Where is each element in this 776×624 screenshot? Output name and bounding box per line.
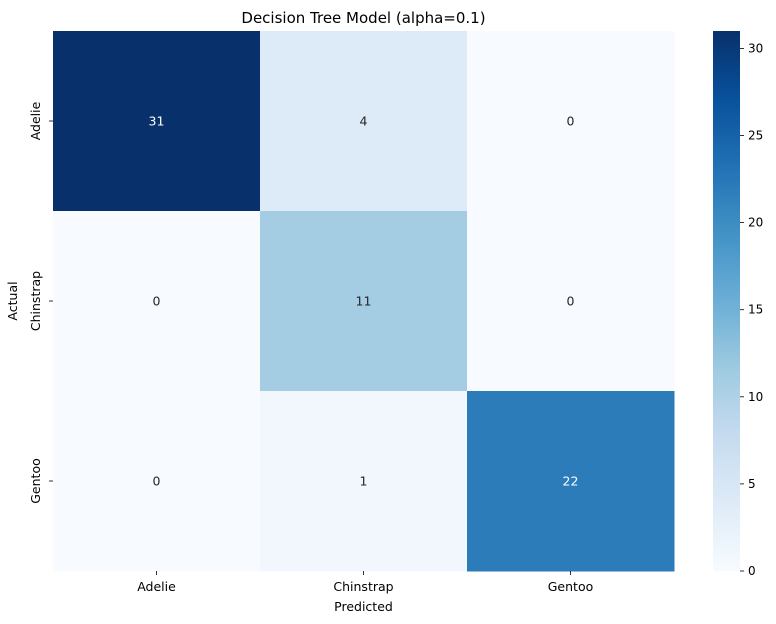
y-axis-label: Actual bbox=[5, 281, 20, 320]
y-tick-label: Chinstrap bbox=[28, 271, 43, 331]
colorbar-tick-label: 10 bbox=[748, 390, 763, 404]
chart-title: Decision Tree Model (alpha=0.1) bbox=[241, 9, 485, 27]
x-tick-label: Gentoo bbox=[548, 579, 594, 594]
colorbar-tick-label: 25 bbox=[748, 129, 763, 143]
cell-value-label: 22 bbox=[563, 474, 579, 489]
heatmap-cell bbox=[260, 31, 468, 212]
heatmap-cell bbox=[260, 391, 468, 572]
cell-value-label: 0 bbox=[567, 294, 575, 309]
heatmap-cells bbox=[53, 31, 675, 572]
x-tick-label: Adelie bbox=[137, 579, 176, 594]
cell-value-label: 31 bbox=[149, 114, 165, 129]
colorbar-tick-label: 30 bbox=[748, 41, 763, 55]
x-axis-label: Predicted bbox=[334, 599, 393, 614]
heatmap-cell-labels: 31 4 0 0 11 0 0 1 22 bbox=[149, 114, 579, 489]
x-axis-ticks: Adelie Chinstrap Gentoo bbox=[137, 571, 593, 594]
y-tick-label: Gentoo bbox=[28, 458, 43, 504]
cell-value-label: 11 bbox=[356, 294, 372, 309]
y-tick-label: Adelie bbox=[28, 101, 43, 140]
x-tick-label: Chinstrap bbox=[333, 579, 393, 594]
colorbar-tick-label: 5 bbox=[748, 477, 756, 491]
colorbar-ticks: 0 5 10 15 20 25 30 bbox=[740, 41, 763, 578]
heatmap-cell bbox=[53, 31, 261, 212]
heatmap-cell bbox=[260, 211, 468, 392]
cell-value-label: 4 bbox=[360, 114, 368, 129]
heatmap-cell bbox=[467, 211, 675, 392]
colorbar-tick-label: 15 bbox=[748, 303, 763, 317]
cell-value-label: 1 bbox=[360, 474, 368, 489]
cell-value-label: 0 bbox=[153, 474, 161, 489]
colorbar-tick-label: 20 bbox=[748, 216, 763, 230]
heatmap-cell bbox=[467, 391, 675, 572]
cell-value-label: 0 bbox=[153, 294, 161, 309]
y-axis-ticks: Adelie Chinstrap Gentoo bbox=[28, 101, 53, 504]
colorbar-tick-label: 0 bbox=[748, 564, 756, 578]
heatmap-cell bbox=[53, 391, 261, 572]
heatmap-cell bbox=[467, 31, 675, 212]
heatmap-cell bbox=[53, 211, 261, 392]
cell-value-label: 0 bbox=[567, 114, 575, 129]
colorbar bbox=[713, 31, 740, 571]
